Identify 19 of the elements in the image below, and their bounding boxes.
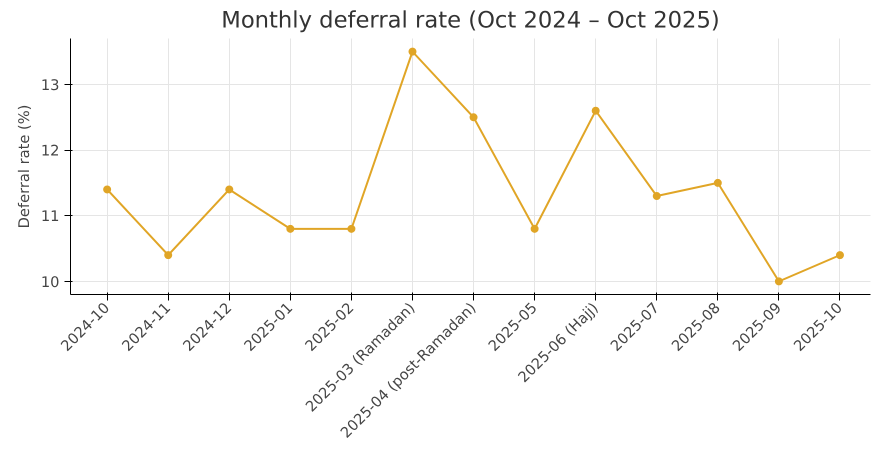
- chart-title: Monthly deferral rate (Oct 2024 – Oct 2025): [221, 8, 720, 34]
- point: [714, 178, 722, 187]
- y-tick-label: 12: [40, 142, 60, 160]
- point: [164, 251, 172, 260]
- point: [530, 224, 539, 233]
- point: [470, 113, 478, 122]
- y-axis-title: Deferral rate (%): [16, 104, 33, 228]
- y-tick-label: 10: [40, 274, 60, 291]
- point: [225, 185, 234, 194]
- point: [408, 48, 416, 56]
- point: [103, 185, 112, 194]
- y-tick-label: 13: [40, 76, 60, 94]
- y-tick-label: 11: [40, 208, 60, 226]
- point: [774, 277, 783, 286]
- point: [347, 224, 356, 233]
- point: [652, 192, 661, 200]
- point: [286, 224, 294, 233]
- point: [592, 106, 600, 115]
- point: [836, 251, 844, 260]
